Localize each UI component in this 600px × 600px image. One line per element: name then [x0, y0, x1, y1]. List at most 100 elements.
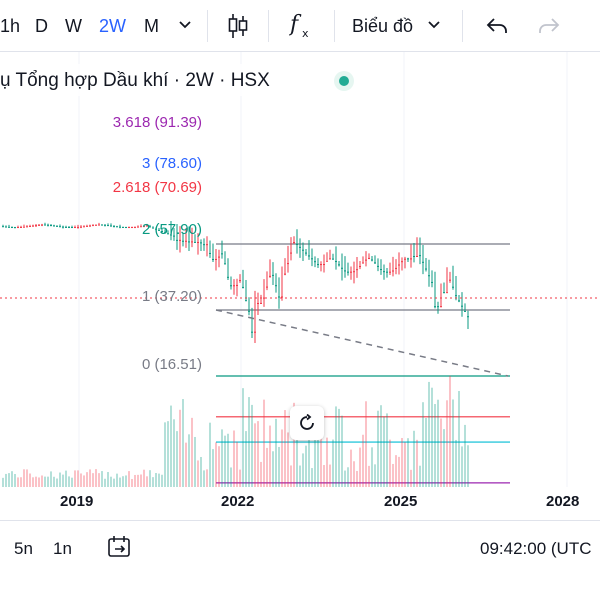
volume-bar — [398, 456, 400, 487]
candle-body — [95, 224, 97, 226]
volume-bar — [53, 476, 55, 487]
candle-body — [215, 258, 217, 260]
interval-1h[interactable]: 1h — [0, 16, 21, 36]
candle-body — [371, 259, 373, 261]
candle-body — [146, 225, 148, 227]
candle-body — [29, 225, 31, 227]
interval-2w[interactable]: 2W — [99, 16, 126, 36]
range-1y-button[interactable]: 1n — [53, 539, 72, 558]
volume-bar — [305, 445, 307, 487]
candle-body — [74, 227, 76, 229]
volume-bar — [23, 469, 25, 487]
volume-bar — [410, 469, 412, 487]
toolbar-divider — [334, 10, 335, 42]
volume-bar — [332, 439, 334, 487]
volume-bar — [167, 421, 169, 487]
chevron-down-icon[interactable] — [177, 16, 193, 37]
volume-bar — [131, 478, 133, 487]
volume-bar — [11, 471, 13, 487]
candle-body — [209, 252, 211, 254]
volume-bar — [407, 438, 409, 487]
candle-body — [161, 231, 163, 233]
year-label: 2019 — [60, 493, 94, 510]
chart-pane[interactable]: ụ Tổng hợp Dầu khí · 2W · HSX 3.618 (91.… — [0, 52, 600, 487]
volume-bar — [143, 469, 145, 487]
candle-body — [359, 266, 361, 268]
volume-bar — [281, 429, 283, 487]
volume-bar — [224, 435, 226, 487]
candle-body — [194, 241, 196, 243]
candle-series — [2, 220, 469, 344]
volume-bar — [215, 442, 217, 487]
volume-bar — [458, 391, 460, 487]
candle-body — [284, 273, 286, 275]
volume-bar — [302, 453, 304, 487]
candlestick-icon[interactable] — [226, 12, 250, 45]
volume-bar — [434, 404, 436, 487]
candle-body — [56, 225, 58, 227]
redo-icon[interactable] — [537, 14, 561, 43]
volume-bar — [170, 405, 172, 487]
range-5y-button[interactable]: 5n — [14, 539, 33, 558]
candle-body — [314, 261, 316, 263]
volume-bar — [413, 430, 415, 487]
interval-m[interactable]: M — [144, 16, 159, 36]
interval-w[interactable]: W — [65, 16, 82, 36]
volume-bar — [401, 437, 403, 487]
interval-d[interactable]: D — [35, 16, 48, 36]
candle-body — [59, 226, 61, 228]
candle-body — [326, 260, 328, 262]
volume-bar — [41, 475, 43, 487]
chevron-down-icon[interactable] — [426, 16, 442, 37]
volume-bar — [197, 460, 199, 487]
candle-body — [107, 225, 109, 227]
time-axis[interactable]: 2019 2022 2025 2028 — [0, 487, 600, 517]
volume-bar — [293, 402, 295, 487]
candle-body — [26, 226, 28, 228]
market-status-indicator[interactable] — [334, 71, 354, 91]
volume-bar — [182, 399, 184, 487]
candle-body — [113, 225, 115, 227]
chart-type-selector[interactable]: Biểu đồ — [352, 16, 414, 36]
reset-chart-button[interactable] — [290, 406, 324, 440]
symbol-title[interactable]: ụ Tổng hợp Dầu khí · 2W · HSX — [0, 70, 270, 91]
volume-bar — [101, 471, 103, 487]
candle-body — [179, 239, 181, 241]
volume-bar — [311, 468, 313, 487]
candle-body — [116, 226, 118, 228]
candle-body — [410, 258, 412, 260]
candle-body — [38, 224, 40, 226]
calendar-goto-icon[interactable] — [106, 534, 132, 565]
volume-bar — [104, 478, 106, 487]
candle-body — [425, 268, 427, 270]
candle-body — [251, 331, 253, 333]
candle-body — [191, 241, 193, 243]
price-chart[interactable] — [0, 52, 600, 487]
volume-bar — [347, 467, 349, 487]
volume-bar — [245, 431, 247, 487]
candle-body — [392, 270, 394, 272]
volume-bar — [80, 473, 82, 487]
volume-bar — [467, 445, 469, 487]
candle-body — [149, 226, 151, 228]
bottom-toolbar: 5n 1n 09:42:00 (UTC — [0, 520, 600, 574]
undo-icon[interactable] — [485, 14, 509, 43]
volume-bar — [353, 461, 355, 487]
candle-body — [53, 225, 55, 227]
volume-bar — [239, 469, 241, 487]
candle-body — [335, 261, 337, 263]
volume-bar — [116, 473, 118, 487]
volume-bar — [29, 473, 31, 487]
volume-bar — [344, 470, 346, 487]
candle-body — [467, 316, 469, 318]
candle-body — [239, 280, 241, 282]
fibonacci-extension — [216, 243, 510, 484]
candle-body — [167, 233, 169, 235]
candle-body — [365, 259, 367, 261]
candle-body — [137, 226, 139, 228]
volume-bar — [146, 476, 148, 487]
clock-timezone[interactable]: 09:42:00 (UTC — [480, 539, 592, 558]
volume-bar — [362, 434, 364, 487]
fx-indicator-icon[interactable]: f x — [288, 11, 315, 46]
volume-bar — [155, 472, 157, 487]
